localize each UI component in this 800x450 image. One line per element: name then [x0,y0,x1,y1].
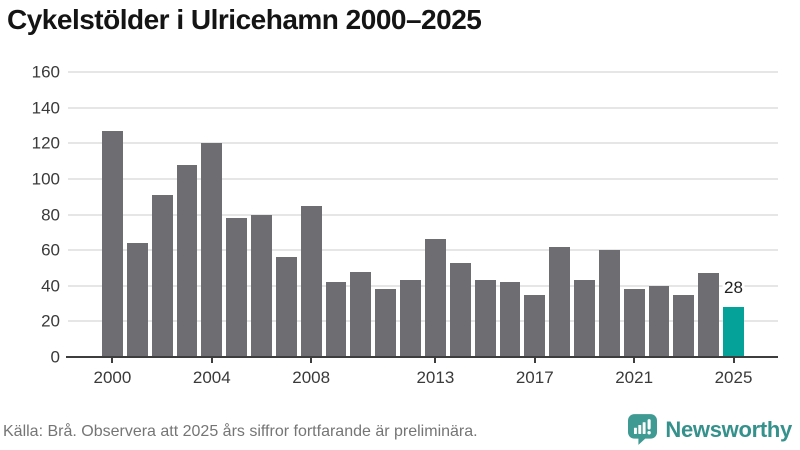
source-note: Källa: Brå. Observera att 2025 års siffr… [3,423,478,440]
gridline-y160 [68,71,778,73]
bar-2013 [424,239,446,357]
x-axis-baseline [66,356,778,358]
bar-2002 [151,194,173,357]
y-tick-label-120: 120 [31,133,60,153]
x-tick-2017 [533,358,536,363]
bar-slot-2006 [251,72,272,357]
bar-2016 [499,282,521,357]
bar-slot-2004: 2004 [193,72,231,387]
x-tick-2025 [732,358,735,363]
bar-slot-2007 [275,72,297,357]
bar-chart: 0 20 40 60 80 100 120 140 160 2000 2004 2008 2013 20… [0,64,800,387]
bar-slot-2012 [400,72,421,357]
bar-2015 [474,280,496,357]
bar-2006 [251,214,272,357]
bar-slot-2019 [574,72,595,357]
y-tick-label-100: 100 [31,169,60,189]
bar-2023 [673,294,695,357]
bar-2018 [549,246,571,357]
gridline-y120 [68,142,778,145]
bar-slot-2017: 2017 [516,72,554,387]
gridline-y20 [68,320,778,323]
gridline-y100 [68,177,778,180]
x-tick-label-2017: 2017 [515,368,554,387]
bar-slot-2024 [698,72,720,357]
bar-slot-2022 [648,72,670,357]
y-tick-label-20: 20 [41,311,60,331]
gridline-y60 [68,249,778,252]
gridline-y80 [68,213,778,216]
x-tick-2000 [111,358,114,363]
x-tick-2021 [633,358,636,363]
y-tick-label-140: 140 [31,98,60,118]
highlight-value-label: 28 [722,278,745,298]
bar-2008 [300,205,322,357]
bar-2009 [325,282,347,357]
bar-slot-2000: 2000 [94,72,131,387]
gridline-y40 [68,284,778,287]
newsworthy-logo[interactable]: Newsworthy [628,414,792,445]
bar-2019 [574,280,595,357]
bar-2010 [350,271,372,357]
bar-2005 [226,218,248,357]
highlight-bar-2025 [723,307,744,357]
bar-slot-2020 [598,72,620,357]
x-tick-label-2013: 2013 [416,368,455,387]
bar-2001 [126,243,148,357]
newsworthy-logo-text: Newsworthy [665,416,792,442]
bar-slot-2008: 2008 [292,72,330,387]
bar-2020 [598,250,620,357]
bar-slot-2016 [499,72,521,357]
bar-slot-2015 [474,72,496,357]
bar-slot-2023 [673,72,695,357]
x-tick-label-2025: 2025 [714,368,753,387]
bar-2007 [275,257,297,357]
x-tick-label-2021: 2021 [615,368,654,387]
bar-2004 [201,143,223,357]
y-tick-label-60: 60 [41,240,60,260]
newsworthy-speech-bubble-chart-icon [628,414,658,445]
bars: 2000 2004 2008 2013 2017 2021 28 2025 [68,72,778,387]
y-tick-label-0: 0 [50,347,60,367]
chart-title: Cykelstölder i Ulricehamn 2000–2025 [7,4,482,35]
x-tick-2008 [310,358,313,363]
bar-slot-2003 [176,72,198,357]
footer: Källa: Brå. Observera att 2025 års siffr… [0,404,800,450]
x-tick-label-2000: 2000 [93,368,132,387]
bar-slot-2001 [126,72,148,357]
bar-2003 [176,164,198,357]
bar-slot-2009 [325,72,347,357]
bar-2011 [375,289,397,357]
bar-slot-2018 [549,72,571,357]
bar-slot-2021: 2021 [615,72,653,387]
y-tick-label-80: 80 [41,205,60,224]
bar-2021 [623,289,645,357]
y-tick-label-160: 160 [31,62,60,82]
y-tick-label-40: 40 [41,276,60,296]
plot-area: 2000 2004 2008 2013 2017 2021 28 2025 [66,71,778,387]
gridline-y140 [68,106,778,109]
x-tick-label-2004: 2004 [192,368,231,387]
bar-slot-2010 [350,72,372,357]
bar-slot-2025: 28 2025 [715,72,752,387]
x-tick-label-2008: 2008 [292,368,331,387]
bar-slot-2011 [375,72,397,357]
bar-2000 [102,130,123,357]
bar-slot-2002 [151,72,173,357]
y-axis: 0 20 40 60 80 100 120 140 160 [0,64,60,366]
bar-2017 [524,294,546,357]
bar-2014 [449,262,471,357]
x-tick-2013 [434,358,437,363]
bar-2024 [698,273,720,357]
bar-2022 [648,285,670,357]
bar-slot-2013: 2013 [416,72,454,387]
x-tick-2004 [210,358,213,363]
bar-slot-2005 [226,72,248,357]
bar-slot-2014 [449,72,471,357]
bar-2012 [400,280,421,357]
